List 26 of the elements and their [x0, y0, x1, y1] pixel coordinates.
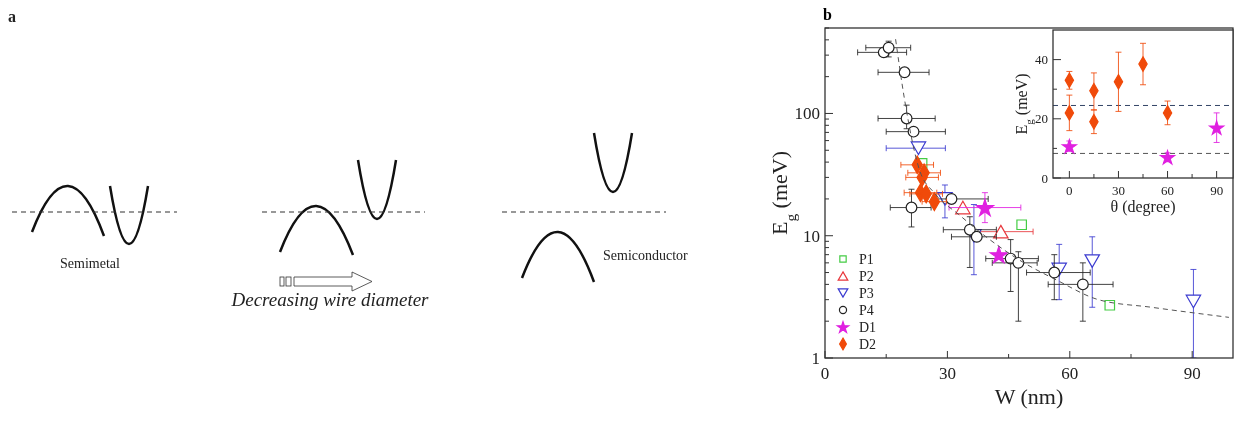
y-tick-label: 20: [1035, 111, 1048, 127]
text: Decreasing wire diameter: [230, 289, 430, 310]
x-tick-label: 60: [1161, 183, 1175, 198]
y-tick-label: 100: [794, 104, 820, 124]
x-tick-label: 30: [938, 364, 956, 383]
x-axis-title: W (nm): [994, 384, 1064, 409]
legend-label: P1: [859, 251, 874, 267]
legend-label: P4: [859, 302, 874, 318]
y-tick-label: 40: [1035, 52, 1048, 68]
legend-label: D1: [859, 319, 877, 335]
y-tick-label: 1: [811, 348, 820, 368]
y-tick-label: 10: [803, 226, 820, 246]
text: Semiconductor: [603, 248, 689, 263]
legend-label: P2: [859, 268, 874, 284]
x-tick-label: 90: [1183, 364, 1201, 383]
y-tick-label: 0: [1041, 170, 1048, 186]
x-tick-label: 30: [1111, 183, 1125, 198]
x-tick-label: 0: [1066, 183, 1073, 198]
x-axis-title: θ (degree): [1110, 198, 1176, 216]
text: a: [8, 8, 16, 25]
x-tick-label: 60: [1061, 364, 1079, 383]
text: b: [823, 6, 832, 23]
x-tick-label: 90: [1210, 183, 1224, 198]
text: Semimetal: [60, 256, 121, 271]
legend-label: D2: [859, 336, 877, 352]
legend-label: P3: [859, 285, 874, 301]
